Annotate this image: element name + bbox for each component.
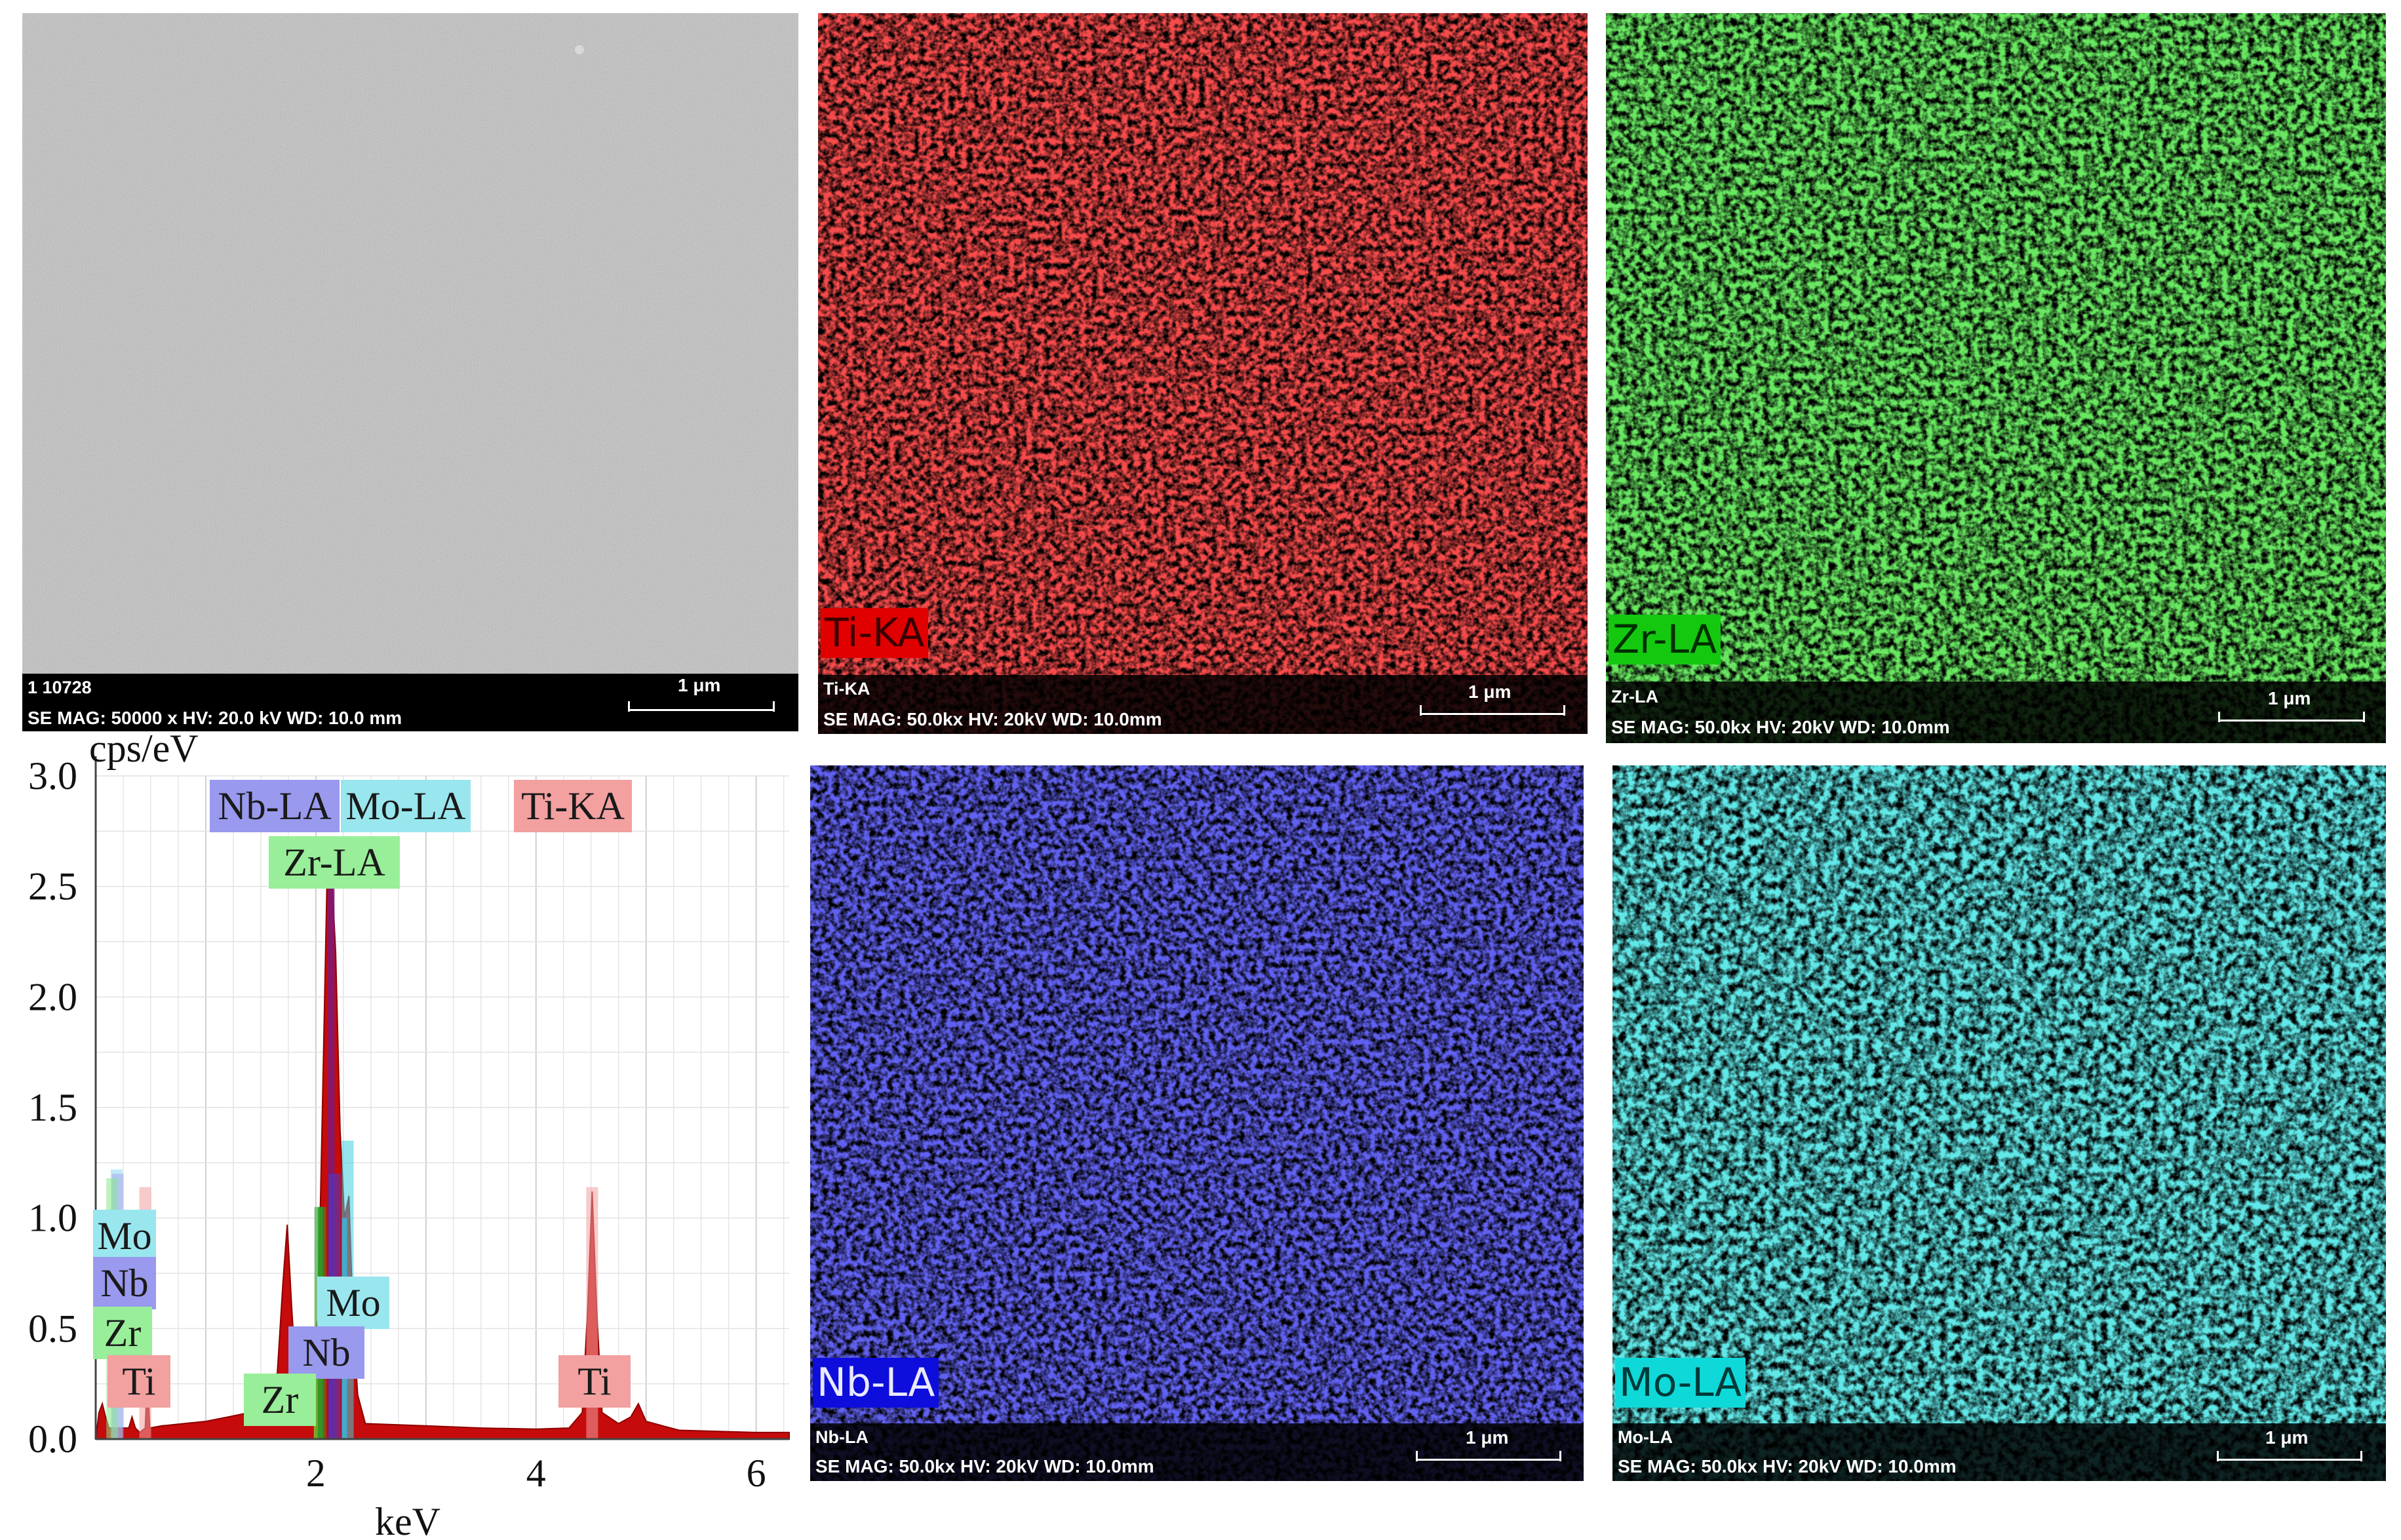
spectrum-peak-overlay bbox=[328, 864, 335, 1439]
element-label-text: Ti bbox=[122, 1360, 155, 1403]
sem-id-text: 1 10728 bbox=[28, 678, 92, 697]
element-label-text: Nb bbox=[100, 1261, 148, 1305]
eds-spectrum-chart: 0.0 0.5 1.0 1.5 2.0 2.5 3.0 2 4 6 Nb-LA Mo-LA Zr-LA… bbox=[0, 733, 801, 1540]
element-label-text: Mo-LA bbox=[345, 784, 465, 828]
zr-small-label: Zr-LA bbox=[1611, 687, 1658, 706]
nb-map-panel: Nb-LA Nb-LA SE MAG: 50.0kx HV: 20kV WD: … bbox=[810, 765, 1584, 1481]
nb-small-label: Nb-LA bbox=[815, 1427, 869, 1447]
sem-scale-bar bbox=[628, 701, 775, 712]
ti-info-bar: Ti-KA SE MAG: 50.0kx HV: 20kV WD: 10.0mm… bbox=[818, 675, 1588, 734]
mo-scale-bar bbox=[2217, 1451, 2362, 1461]
x-tick-label: 4 bbox=[526, 1452, 546, 1495]
element-label-box bbox=[317, 1277, 389, 1329]
mo-map-tag: Mo-LA bbox=[1615, 1358, 1746, 1408]
nb-scale-label: 1 μm bbox=[1466, 1427, 1509, 1448]
element-label-text: Ti-KA bbox=[521, 784, 625, 828]
nb-scale-bar bbox=[1416, 1451, 1561, 1461]
ti-map-panel: Ti-KA Ti-KA SE MAG: 50.0kx HV: 20kV WD: … bbox=[818, 13, 1588, 734]
element-label-box bbox=[93, 1257, 156, 1309]
nb-acquisition-info: SE MAG: 50.0kx HV: 20kV WD: 10.0mm bbox=[815, 1456, 1154, 1476]
zr-acquisition-info: SE MAG: 50.0kx HV: 20kV WD: 10.0mm bbox=[1611, 717, 1950, 737]
element-label-text: Mo bbox=[97, 1214, 151, 1258]
y-tick-label: 2.5 bbox=[28, 865, 77, 908]
ti-acquisition-info: SE MAG: 50.0kx HV: 20kV WD: 10.0mm bbox=[823, 709, 1162, 729]
element-label-box bbox=[269, 836, 400, 889]
y-tick-label: 3.0 bbox=[28, 754, 77, 798]
mo-small-label: Mo-LA bbox=[1618, 1427, 1673, 1447]
nb-info-bar: Nb-LA SE MAG: 50.0kx HV: 20kV WD: 10.0mm… bbox=[810, 1423, 1584, 1481]
element-label-text: Zr bbox=[262, 1378, 299, 1421]
sem-image-panel: 1 10728 SE MAG: 50000 x HV: 20.0 kV WD: … bbox=[22, 13, 798, 731]
element-label-text: Zr-LA bbox=[283, 841, 385, 884]
spectrum-y-axis-label: cps/eV bbox=[89, 733, 199, 770]
element-label-box bbox=[288, 1326, 364, 1379]
y-tick-label: 1.5 bbox=[28, 1086, 77, 1129]
element-label-box bbox=[93, 1307, 152, 1359]
sem-image-texture bbox=[22, 13, 798, 731]
element-label-box bbox=[514, 780, 632, 832]
y-tick-label: 2.0 bbox=[28, 975, 77, 1018]
ti-map-tag: Ti-KA bbox=[821, 608, 929, 658]
element-label-box bbox=[341, 780, 471, 832]
y-tick-label: 0.0 bbox=[28, 1417, 77, 1461]
element-label-box bbox=[107, 1355, 170, 1408]
zr-map-texture bbox=[1606, 13, 2386, 743]
zr-map-panel: Zr-LA Zr-LA SE MAG: 50.0kx HV: 20kV WD: … bbox=[1606, 13, 2386, 743]
spectrum-grid bbox=[96, 775, 789, 1439]
element-label-text: Nb-LA bbox=[218, 784, 331, 828]
zr-scale-label: 1 μm bbox=[2268, 688, 2311, 708]
element-label-box bbox=[210, 780, 340, 832]
ti-scale-bar bbox=[1420, 705, 1565, 716]
sem-info-bar: 1 10728 SE MAG: 50000 x HV: 20.0 kV WD: … bbox=[22, 674, 798, 731]
element-label-text: Mo bbox=[326, 1281, 380, 1324]
y-tick-label: 1.0 bbox=[28, 1197, 77, 1240]
sem-acquisition-info: SE MAG: 50000 x HV: 20.0 kV WD: 10.0 mm bbox=[28, 708, 402, 728]
ti-map-texture bbox=[818, 13, 1588, 734]
zr-info-bar: Zr-LA SE MAG: 50.0kx HV: 20kV WD: 10.0mm… bbox=[1606, 682, 2386, 743]
element-label-box bbox=[244, 1374, 316, 1426]
spectrum-x-axis-label: keV bbox=[375, 1500, 440, 1540]
mo-map-panel: Mo-LA Mo-LA SE MAG: 50.0kx HV: 20kV WD: … bbox=[1612, 765, 2386, 1481]
y-tick-label: 0.5 bbox=[28, 1307, 77, 1350]
nb-map-texture bbox=[810, 765, 1584, 1481]
ti-scale-label: 1 μm bbox=[1468, 682, 1512, 702]
mo-acquisition-info: SE MAG: 50.0kx HV: 20kV WD: 10.0mm bbox=[1618, 1456, 1957, 1476]
element-label-text: Nb bbox=[302, 1331, 350, 1374]
element-label-text: Ti bbox=[577, 1360, 611, 1403]
element-label-box bbox=[93, 1210, 156, 1262]
mo-info-bar: Mo-LA SE MAG: 50.0kx HV: 20kV WD: 10.0mm… bbox=[1612, 1423, 2386, 1481]
x-tick-label: 2 bbox=[306, 1452, 326, 1495]
nb-map-tag: Nb-LA bbox=[813, 1358, 939, 1408]
zr-scale-bar bbox=[2218, 712, 2365, 722]
element-label-box bbox=[558, 1355, 631, 1408]
ti-small-label: Ti-KA bbox=[823, 679, 870, 699]
element-label-text: Zr bbox=[104, 1311, 142, 1355]
spectrum-tick-labels: 0.0 0.5 1.0 1.5 2.0 2.5 3.0 2 4 6 bbox=[28, 754, 766, 1495]
sem-scale-label: 1 μm bbox=[678, 675, 721, 695]
zr-map-tag: Zr-LA bbox=[1609, 615, 1721, 664]
x-tick-label: 6 bbox=[747, 1452, 766, 1495]
mo-scale-label: 1 μm bbox=[2265, 1427, 2309, 1448]
